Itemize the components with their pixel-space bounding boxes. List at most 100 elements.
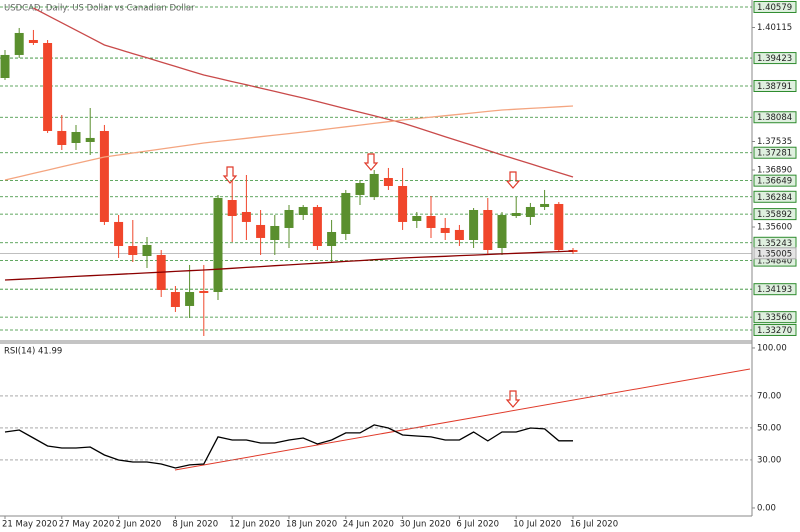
- candle-body: [43, 42, 53, 131]
- candle-body: [483, 209, 493, 250]
- x-tick-label: 12 Jun 2020: [229, 520, 280, 530]
- x-tick-label: 8 Jun 2020: [172, 520, 218, 530]
- arrow: [505, 390, 521, 408]
- level-label: 1.34840: [757, 257, 792, 267]
- y-tick-label: 1.37535: [757, 137, 792, 147]
- level-label: 1.35892: [757, 210, 792, 220]
- candle-body: [256, 224, 266, 238]
- candle-body: [14, 32, 24, 55]
- y-tick-label: 0.00: [757, 503, 776, 513]
- candle-body: [241, 211, 251, 222]
- level-box: [753, 190, 797, 203]
- level-box: [753, 311, 797, 324]
- level-box: [753, 174, 797, 187]
- arrow: [363, 153, 379, 171]
- level-label: 1.33270: [757, 326, 792, 336]
- level-label: 1.38084: [757, 113, 792, 123]
- candle-body: [383, 177, 393, 186]
- x-tick-label: 10 Jul 2020: [513, 520, 561, 530]
- arrow: [222, 166, 238, 184]
- y-tick-label: 70.00: [757, 391, 781, 401]
- candle-body: [199, 290, 209, 293]
- x-tick-label: 2 Jun 2020: [116, 520, 162, 530]
- candle-body: [213, 197, 223, 293]
- candle-body: [469, 209, 479, 240]
- candle-body: [57, 130, 67, 145]
- candle-body: [99, 130, 109, 222]
- line-series: [4, 250, 574, 281]
- rsi-title: RSI(14) 41.99: [4, 347, 62, 357]
- current-price-box: [753, 247, 797, 260]
- x-tick-label: 16 Jul 2020: [570, 520, 618, 530]
- candle-body: [185, 292, 195, 306]
- candle-body: [398, 185, 408, 222]
- y-tick-label: 50.00: [757, 423, 781, 433]
- candle-body: [511, 212, 521, 217]
- level-label: 1.36284: [757, 193, 792, 203]
- candle-body: [327, 231, 337, 247]
- candle-body: [270, 225, 280, 240]
- x-tick-label: 27 May 2020: [59, 520, 114, 530]
- level-label: 1.33560: [757, 313, 792, 323]
- candle-body: [554, 203, 564, 250]
- level-box: [753, 111, 797, 124]
- x-tick-label: 6 Jul 2020: [456, 520, 499, 530]
- trendline: [174, 368, 751, 471]
- candle-body: [412, 216, 422, 221]
- candle-body: [369, 173, 379, 198]
- x-tick-label: 24 Jun 2020: [343, 520, 394, 530]
- candle-body: [114, 221, 124, 247]
- y-tick-label: 30.00: [757, 455, 781, 465]
- candle-body: [85, 137, 95, 142]
- level-label: 1.35243: [757, 239, 792, 249]
- candle-body: [142, 244, 152, 256]
- candle-body: [227, 200, 237, 217]
- candle-body: [28, 39, 38, 43]
- candle-body: [440, 227, 450, 233]
- chart-title: USDCAD, Daily: US Dollar vs Canadian Dol…: [4, 4, 195, 14]
- candle-body: [341, 192, 351, 234]
- candle-body: [454, 229, 464, 240]
- level-box: [753, 283, 797, 296]
- y-tick-label: 1.40115: [757, 23, 792, 33]
- line-series: [4, 105, 574, 181]
- level-box: [753, 208, 797, 221]
- level-box: [753, 323, 797, 336]
- level-box: [753, 0, 797, 13]
- y-tick-label: 1.36890: [757, 166, 792, 176]
- arrows: [222, 153, 521, 408]
- candle-body: [128, 246, 138, 255]
- candle-body: [312, 206, 322, 247]
- candle-body: [426, 216, 436, 228]
- candle-body: [71, 131, 81, 143]
- x-tick-label: 30 Jun 2020: [400, 520, 451, 530]
- line-series: [4, 424, 573, 469]
- level-box: [753, 52, 797, 65]
- level-box: [753, 79, 797, 92]
- candle-body: [525, 206, 535, 217]
- x-tick-label: 18 Jun 2020: [286, 520, 337, 530]
- y-tick-label: 100.00: [757, 343, 787, 353]
- level-label: 1.40579: [757, 3, 792, 13]
- current-price-label: 1.35005: [757, 249, 792, 259]
- level-label: 1.34193: [757, 285, 792, 295]
- candle-body: [540, 203, 550, 207]
- candle-body: [497, 214, 507, 248]
- level-label: 1.38791: [757, 82, 792, 92]
- arrow: [505, 171, 521, 189]
- y-tick-label: 1.35600: [757, 223, 792, 233]
- candle-body: [170, 292, 180, 307]
- candle-body: [0, 54, 10, 78]
- x-tick-label: 21 May 2020: [2, 520, 57, 530]
- candle-body: [355, 182, 365, 195]
- level-label: 1.36649: [757, 177, 792, 187]
- level-label: 1.37281: [757, 149, 792, 159]
- candle-body: [284, 209, 294, 228]
- candle-body: [298, 206, 308, 215]
- level-box: [753, 146, 797, 159]
- line-series: [33, 7, 574, 178]
- candle-body: [568, 249, 578, 252]
- level-label: 1.39423: [757, 54, 792, 64]
